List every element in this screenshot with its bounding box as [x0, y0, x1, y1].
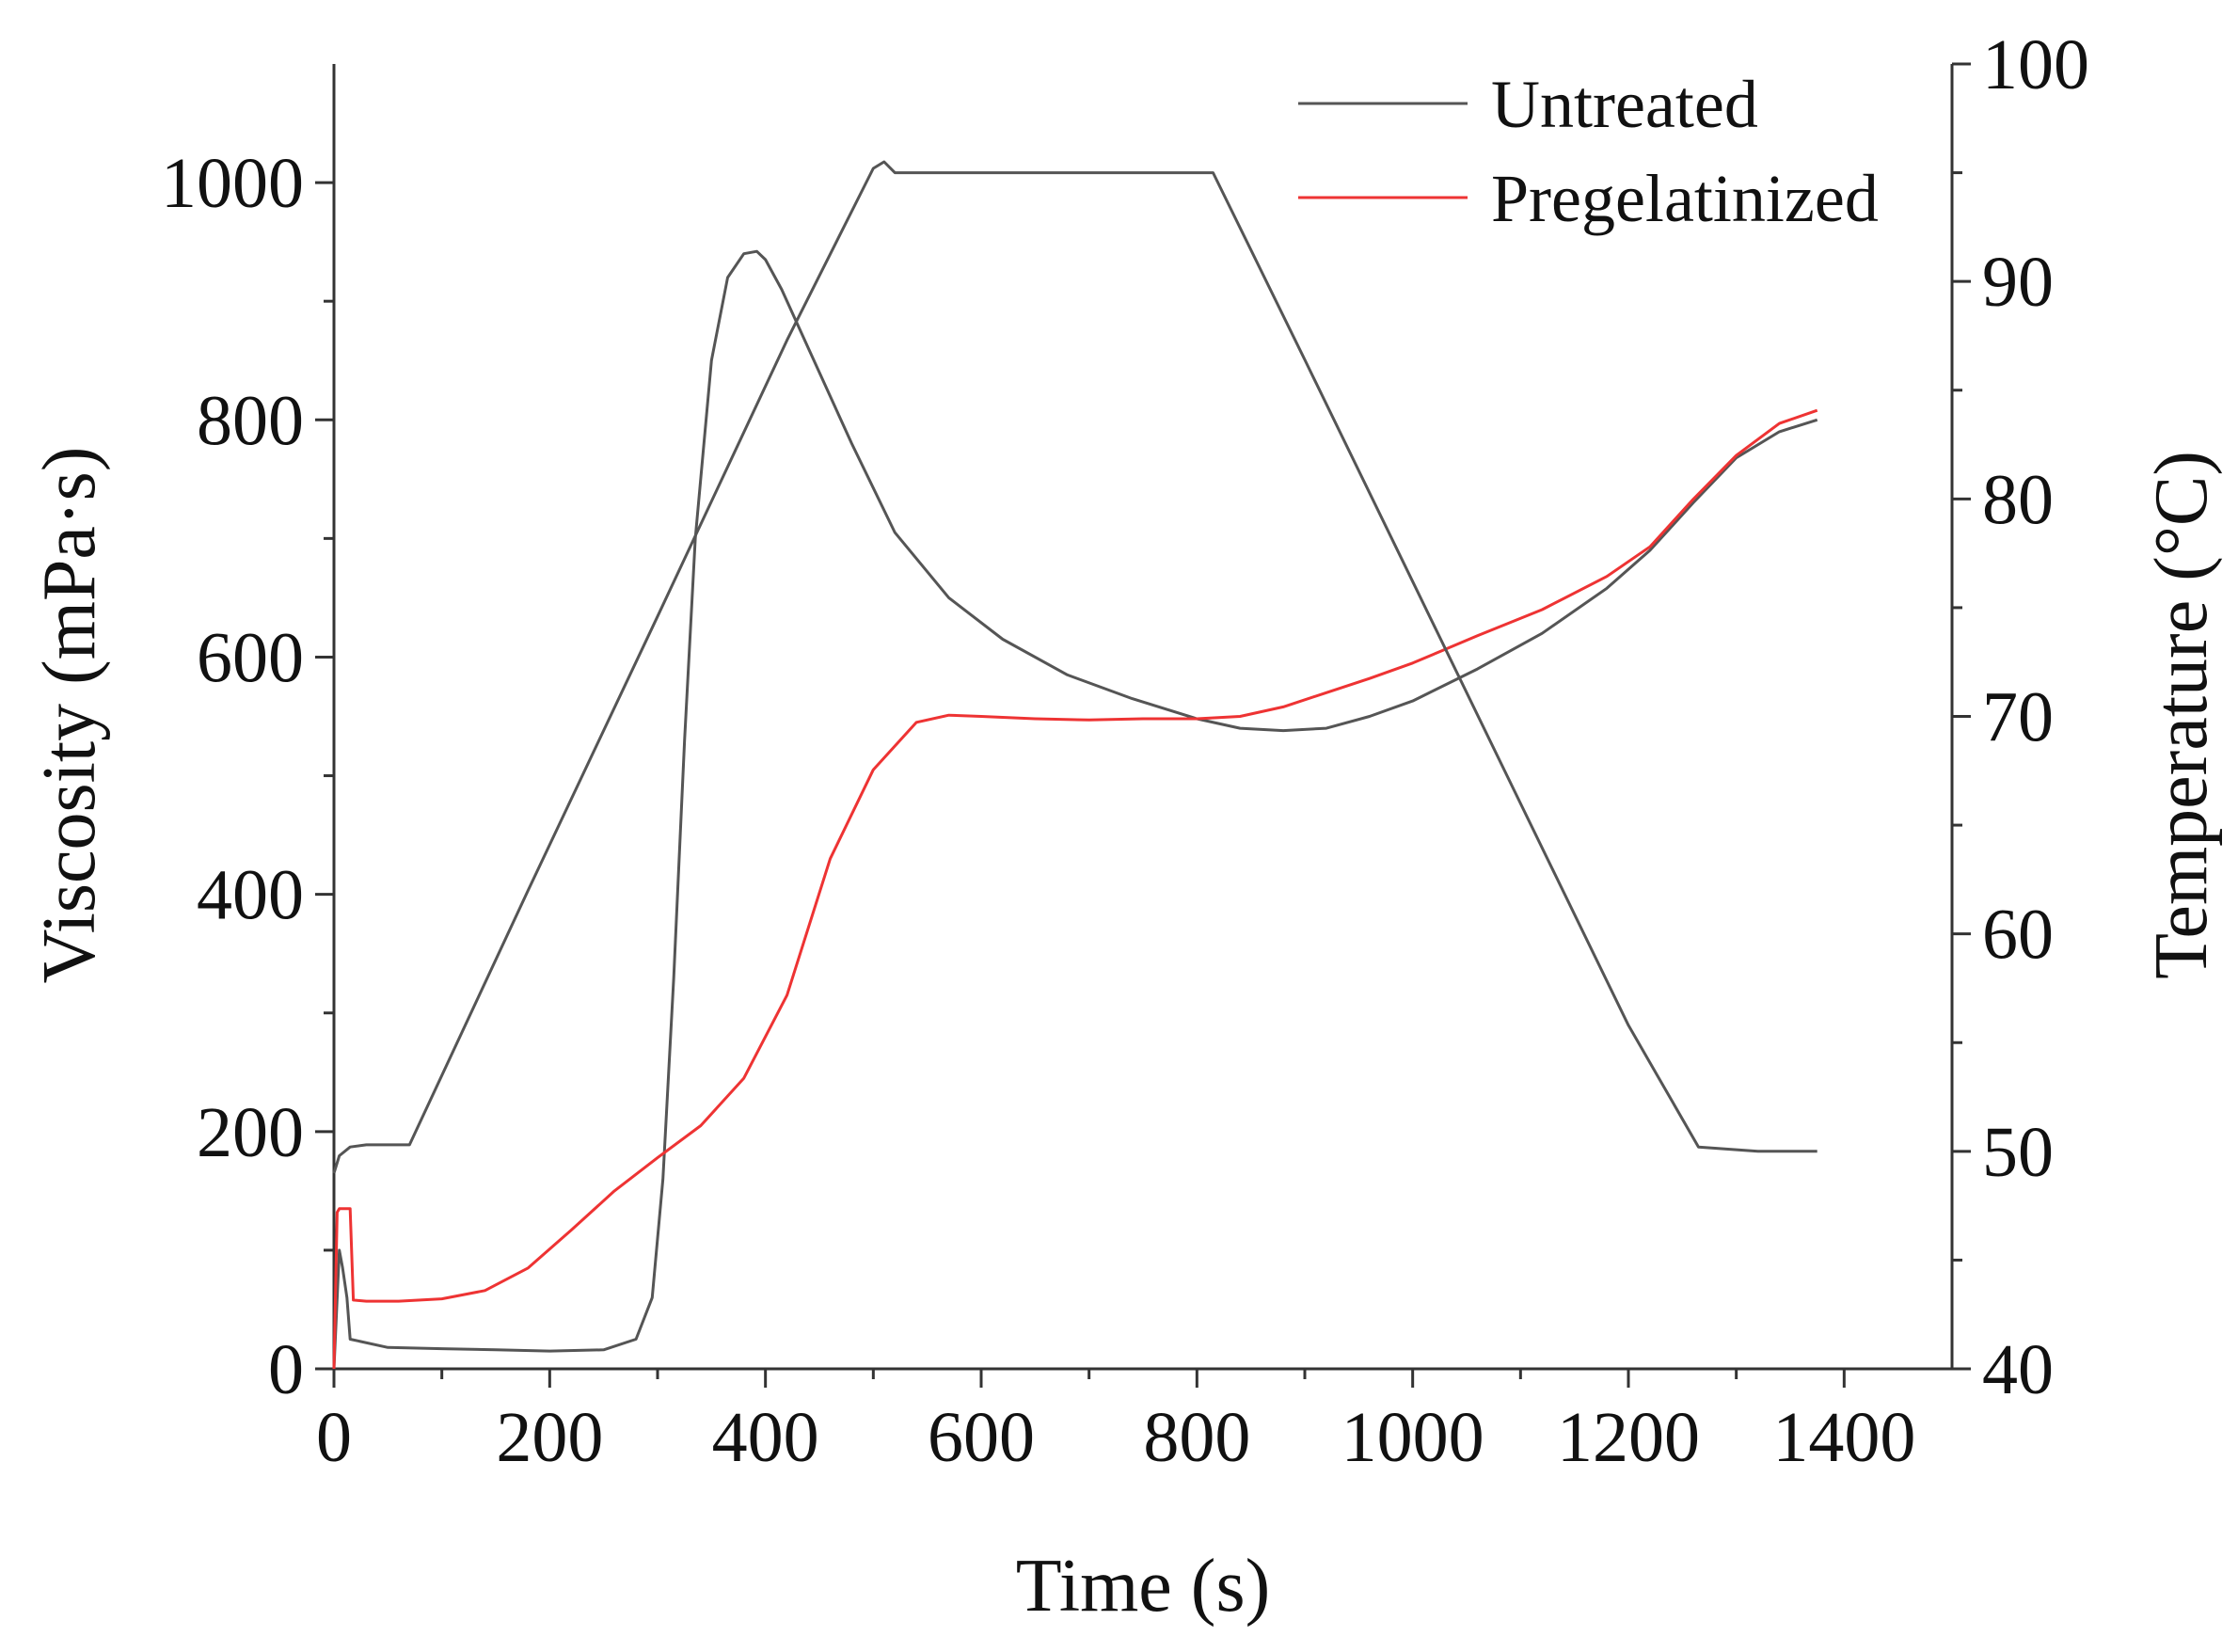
y-tick-label: 800 [197, 381, 304, 460]
legend-label-pregelatinized: Pregelatinized [1491, 161, 1879, 236]
x-tick-label: 1000 [1341, 1398, 1484, 1477]
legend: Untreated Pregelatinized [1298, 67, 1879, 236]
x-tick-label: 1200 [1557, 1398, 1700, 1477]
y-tick-label: 0 [268, 1330, 304, 1409]
x-tick-label: 200 [496, 1398, 603, 1477]
y2-tick-label: 90 [1982, 243, 2054, 322]
series [332, 160, 1818, 1370]
series-line-temperature [332, 160, 1817, 1174]
y2-axis-title: Temperature (°C) [2140, 451, 2223, 979]
y2-tick-label: 60 [1982, 896, 2054, 975]
x-tick-label: 600 [928, 1398, 1035, 1477]
y2-tick-label: 50 [1982, 1113, 2054, 1192]
series-line-untreated [332, 249, 1818, 1370]
y2-tick-label: 80 [1982, 460, 2054, 539]
y-tick-label: 200 [197, 1093, 304, 1172]
x-tick-label: 1400 [1772, 1398, 1915, 1477]
x-tick-label: 800 [1143, 1398, 1250, 1477]
series-line-pregelatinized [332, 408, 1818, 1370]
y2-tick-label: 40 [1982, 1330, 2054, 1409]
x-tick-label: 0 [316, 1398, 352, 1477]
x-tick-label: 400 [712, 1398, 819, 1477]
x-axis-title: Time (s) [1016, 1545, 1270, 1628]
y-tick-label: 600 [197, 618, 304, 697]
legend-label-untreated: Untreated [1491, 67, 1758, 142]
y-tick-label: 400 [197, 856, 304, 935]
y2-tick-label: 70 [1982, 678, 2054, 757]
y2-tick-label: 100 [1982, 25, 2089, 104]
axes: 0 200 400 600 800 1000 1200 1400 0 200 400 600 800 10… [161, 25, 2089, 1477]
y-tick-label: 1000 [161, 144, 304, 223]
y-axis-title: Viscosity (mPa·s) [28, 447, 111, 984]
